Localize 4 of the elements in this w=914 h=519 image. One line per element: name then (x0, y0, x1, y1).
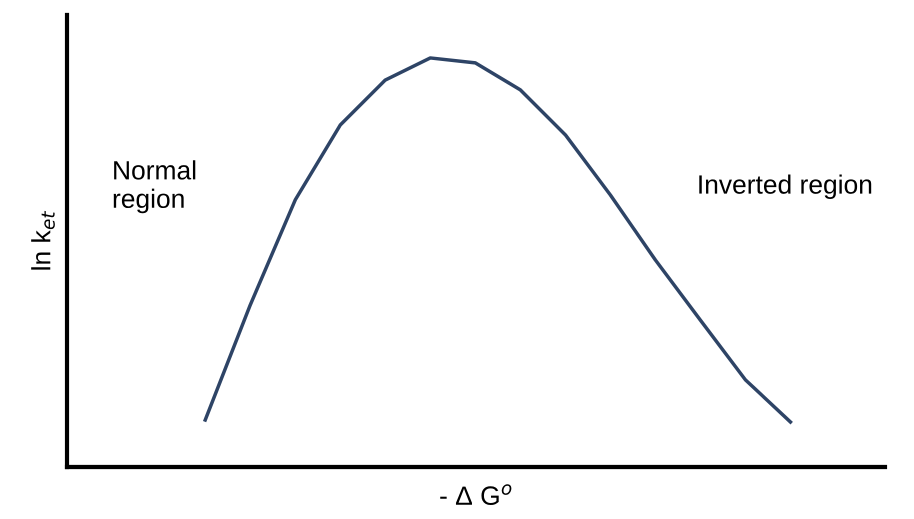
annotation: Normal region (114, 160, 196, 214)
y-axis-title: ln k$_{et}$ (31, 210, 55, 270)
x-axis-title: - Δ G$^{o}$ (440, 484, 512, 505)
annotation: Inverted region (699, 174, 872, 200)
